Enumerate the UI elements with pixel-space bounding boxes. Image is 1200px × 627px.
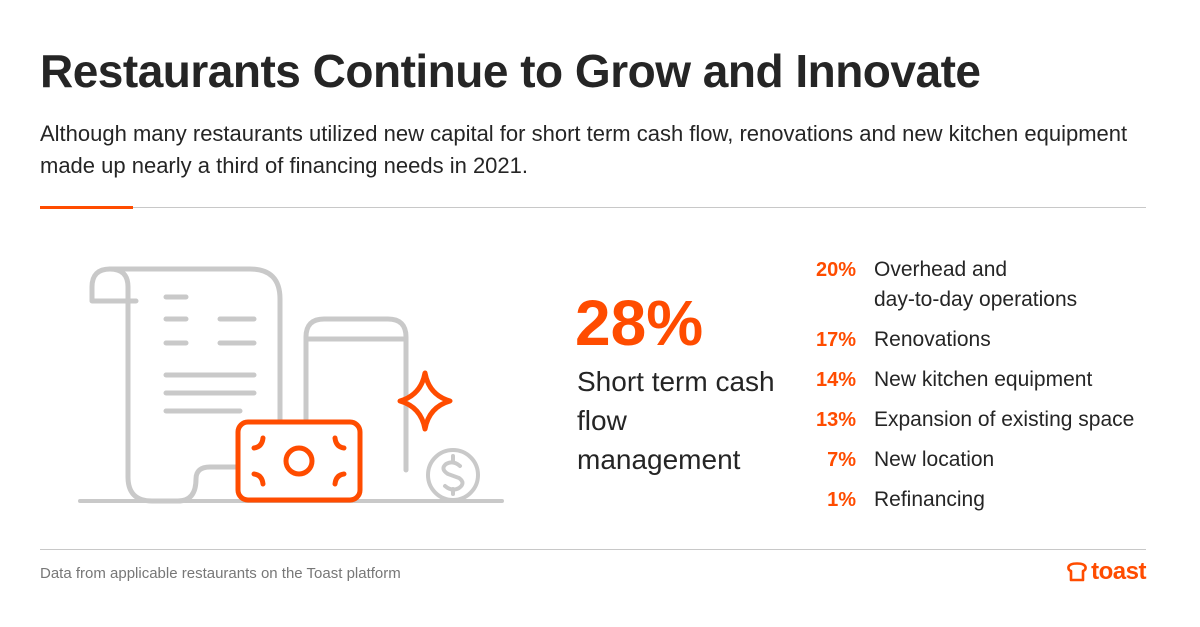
list-item: 17% Renovations bbox=[800, 325, 1160, 355]
highlight-value: 28% bbox=[575, 287, 704, 359]
breakdown-label: New kitchen equipment bbox=[874, 368, 1093, 391]
finance-illustration bbox=[78, 266, 504, 504]
breakdown-percent: 14% bbox=[815, 369, 856, 391]
page-subtitle: Although many restaurants utilized new c… bbox=[40, 121, 1128, 178]
breakdown-label: Overhead and day-to-day operations bbox=[874, 258, 1078, 311]
list-item: 13% Expansion of existing space bbox=[800, 405, 1160, 435]
breakdown-list: 20% Overhead and day-to-day operations 1… bbox=[800, 255, 1160, 525]
highlight-label: Short term cash flow management bbox=[577, 366, 775, 475]
dollar-coin-icon bbox=[426, 448, 480, 502]
breakdown-percent: 1% bbox=[827, 489, 856, 511]
breakdown-label: Renovations bbox=[874, 328, 991, 351]
source-note: Data from applicable restaurants on the … bbox=[40, 565, 401, 582]
phone-icon bbox=[303, 316, 409, 473]
toast-logo-icon bbox=[1067, 562, 1088, 582]
breakdown-percent: 13% bbox=[815, 409, 856, 431]
toast-logo-text: toast bbox=[1091, 558, 1146, 585]
list-item: 7% New location bbox=[800, 445, 1160, 475]
list-item: 14% New kitchen equipment bbox=[800, 365, 1160, 395]
breakdown-percent: 7% bbox=[827, 449, 856, 471]
list-item: 1% Refinancing bbox=[800, 485, 1160, 515]
top-divider bbox=[40, 207, 1146, 208]
accent-divider bbox=[40, 206, 133, 209]
receipt-icon bbox=[89, 266, 283, 504]
banknote-icon bbox=[235, 419, 363, 503]
breakdown-label: Expansion of existing space bbox=[874, 408, 1135, 431]
breakdown-label: Refinancing bbox=[874, 488, 985, 511]
breakdown-percent: 20% bbox=[815, 259, 856, 281]
toast-logo: toast bbox=[1067, 558, 1146, 586]
breakdown-label: New location bbox=[874, 448, 995, 471]
bottom-divider bbox=[40, 549, 1146, 550]
page-title: Restaurants Continue to Grow and Innovat… bbox=[40, 45, 981, 97]
sparkle-icon bbox=[397, 370, 453, 432]
list-item: 20% Overhead and day-to-day operations bbox=[800, 255, 1160, 315]
breakdown-percent: 17% bbox=[815, 329, 856, 351]
